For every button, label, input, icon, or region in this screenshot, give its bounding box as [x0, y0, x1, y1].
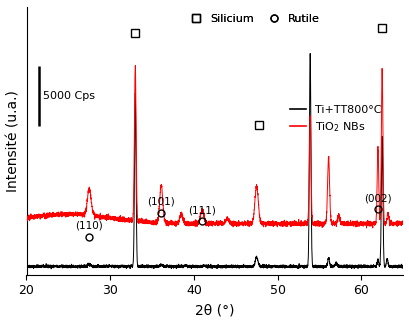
Legend: Silicium, Rutile: Silicium, Rutile [180, 10, 324, 29]
X-axis label: 2θ (°): 2θ (°) [195, 303, 234, 317]
Text: (002): (002) [363, 193, 391, 203]
Y-axis label: Intensité (u.a.): Intensité (u.a.) [7, 90, 21, 192]
Text: 5000 Cps: 5000 Cps [43, 91, 95, 101]
Text: (110): (110) [75, 221, 103, 231]
Text: (101): (101) [147, 197, 175, 207]
Text: (111): (111) [188, 205, 216, 215]
